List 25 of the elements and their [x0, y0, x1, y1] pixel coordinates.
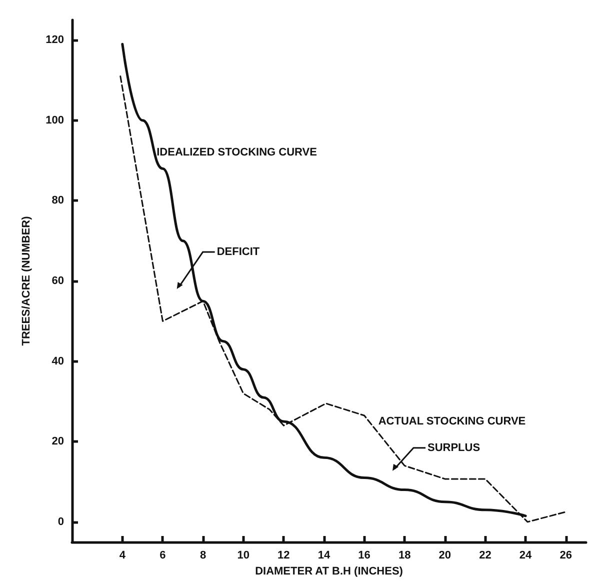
y-tick-label: 20 — [52, 436, 64, 448]
x-tick-label: 14 — [318, 550, 331, 562]
y-tick-label: 120 — [46, 34, 64, 46]
y-tick-label: 80 — [52, 194, 64, 207]
x-tick-label: 12 — [278, 550, 290, 562]
y-axis-title: TREES/ACRE (NUMBER) — [20, 216, 32, 346]
x-tick-label: 16 — [358, 550, 370, 562]
x-tick-label: 18 — [398, 550, 411, 562]
x-tick-label: 24 — [519, 550, 533, 562]
x-tick-label: 26 — [560, 550, 572, 562]
x-axis-title: DIAMETER AT B.H (INCHES) — [255, 565, 404, 578]
annotation: IDEALIZED STOCKING CURVE — [156, 146, 317, 159]
y-tick-label: 60 — [52, 275, 64, 287]
y-tick-label: 100 — [46, 114, 64, 126]
x-tick-label: 8 — [200, 550, 206, 562]
annotation: SURPLUS — [427, 442, 480, 454]
x-tick-label: 22 — [479, 550, 492, 562]
annotation: ACTUAL STOCKING CURVE — [378, 416, 526, 428]
x-tick-label: 10 — [237, 550, 250, 562]
x-tick-label: 4 — [119, 550, 126, 562]
annotation: DEFICIT — [216, 246, 260, 258]
y-tick-label: 40 — [52, 355, 64, 368]
x-tick-label: 20 — [438, 550, 452, 562]
y-tick-label: 0 — [58, 516, 64, 528]
x-tick-label: 6 — [160, 550, 166, 562]
